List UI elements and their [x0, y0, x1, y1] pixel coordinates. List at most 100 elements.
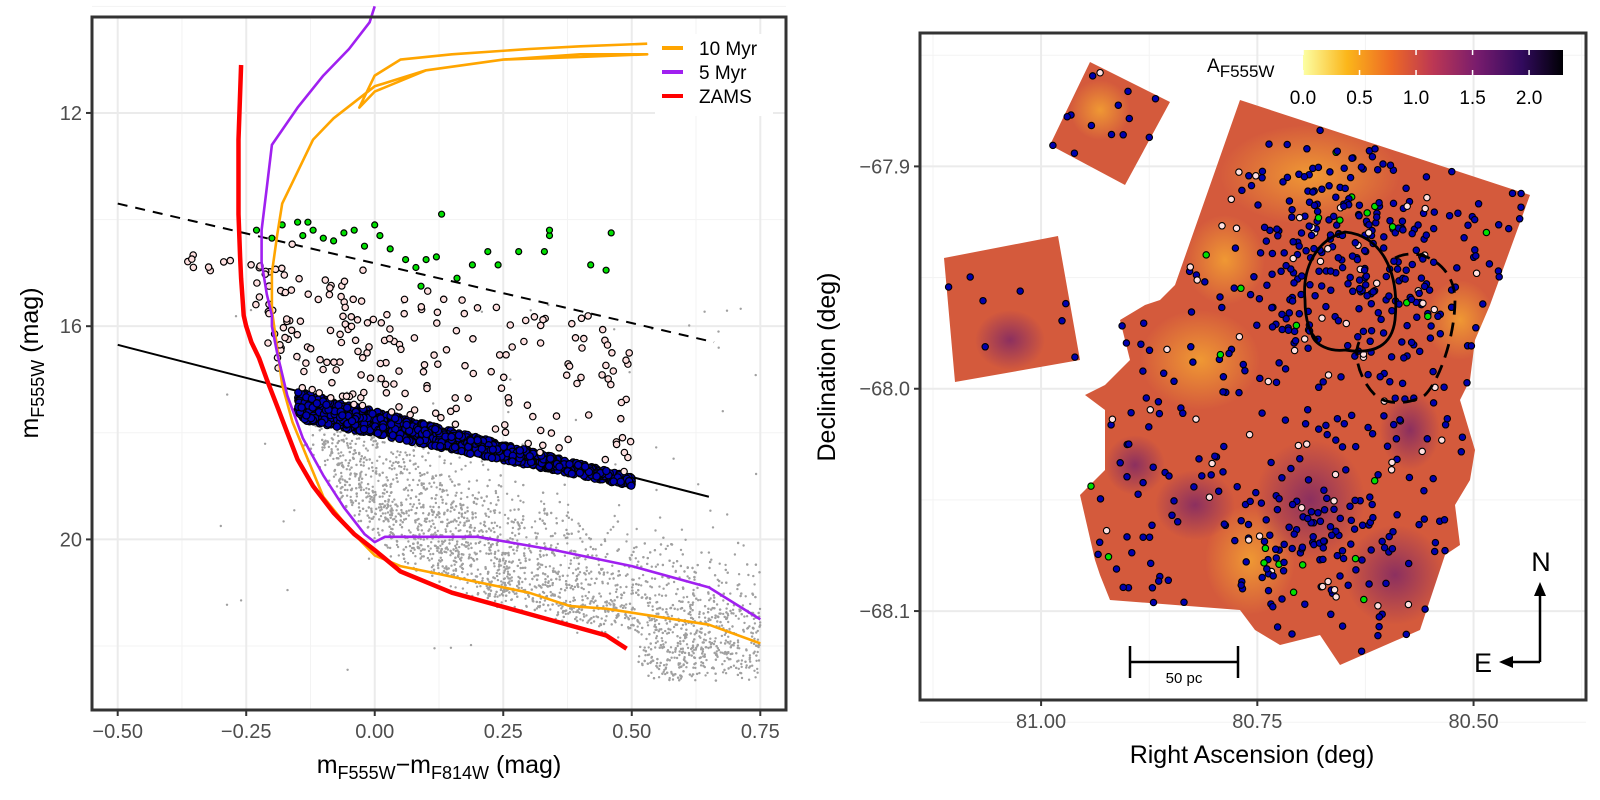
field-star — [713, 640, 716, 643]
field-star — [740, 659, 744, 662]
field-star — [707, 631, 710, 634]
field-star — [465, 520, 468, 523]
field-star — [587, 583, 590, 586]
map-star — [1386, 377, 1394, 386]
field-star — [683, 609, 686, 612]
field-star — [443, 567, 446, 570]
field-star — [689, 610, 692, 614]
field-star — [664, 547, 668, 551]
field-star — [460, 491, 463, 495]
field-star — [417, 528, 420, 532]
field-star — [394, 503, 397, 506]
cmd-frame — [90, 15, 788, 712]
field-star — [719, 641, 723, 644]
field-star — [594, 599, 597, 602]
map-star — [1220, 442, 1228, 451]
field-star — [403, 488, 406, 491]
selected-star — [382, 388, 391, 397]
field-star — [355, 487, 358, 490]
field-star — [504, 559, 507, 563]
field-star — [373, 500, 376, 504]
field-star — [581, 598, 584, 602]
field-star — [392, 461, 395, 465]
field-star — [688, 324, 691, 327]
field-star — [489, 589, 493, 592]
field-star — [634, 557, 637, 560]
field-star — [420, 524, 423, 527]
field-star — [536, 532, 539, 535]
field-star — [411, 551, 415, 555]
field-star — [682, 670, 685, 673]
field-star — [662, 670, 665, 673]
field-star — [675, 560, 679, 563]
selected-star — [302, 411, 311, 420]
field-star — [367, 488, 371, 491]
field-star — [432, 568, 436, 571]
field-star — [324, 463, 327, 467]
field-star — [495, 524, 499, 528]
selected-star — [347, 322, 356, 331]
map-star — [1242, 558, 1250, 566]
field-star — [599, 623, 603, 627]
field-star — [343, 479, 346, 482]
field-star — [417, 498, 421, 502]
field-star — [506, 522, 509, 525]
field-star — [451, 538, 454, 541]
field-star — [612, 602, 615, 606]
field-star — [508, 583, 512, 586]
field-star — [332, 475, 336, 478]
field-star — [381, 484, 385, 487]
field-star — [496, 536, 499, 539]
field-star — [432, 505, 435, 509]
field-star — [533, 585, 536, 588]
selected-star — [451, 394, 460, 402]
field-star — [357, 437, 361, 440]
field-star — [432, 552, 435, 556]
field-star — [729, 646, 732, 649]
field-star — [520, 586, 523, 590]
selected-star — [473, 303, 482, 312]
field-star — [714, 679, 718, 682]
map-star — [1415, 347, 1424, 356]
field-star — [348, 477, 351, 481]
selected-star — [500, 421, 509, 429]
field-star — [432, 510, 435, 513]
field-star — [595, 577, 598, 580]
field-star — [693, 570, 696, 574]
field-star — [446, 524, 449, 528]
field-star — [651, 659, 654, 662]
field-star — [457, 523, 460, 527]
field-star — [473, 551, 476, 554]
field-star — [517, 508, 520, 511]
field-star — [425, 517, 429, 520]
field-star — [400, 511, 404, 514]
field-star — [414, 519, 417, 522]
map-star — [1094, 550, 1102, 559]
field-star — [657, 612, 660, 615]
map-star — [1426, 334, 1435, 342]
field-star — [742, 544, 745, 547]
selected-star — [360, 242, 369, 250]
field-star — [385, 458, 388, 461]
field-star — [418, 533, 421, 536]
field-star — [504, 552, 507, 555]
legend-label: 10 Myr — [699, 39, 758, 60]
field-star — [407, 540, 410, 543]
field-star — [731, 608, 735, 611]
field-star — [483, 543, 486, 547]
field-star — [753, 583, 756, 586]
field-star — [749, 660, 752, 663]
selected-star — [410, 406, 419, 414]
field-star — [511, 498, 514, 501]
field-star — [465, 541, 468, 544]
selected-star — [337, 292, 345, 301]
field-star — [671, 651, 674, 654]
selected-star — [340, 277, 349, 286]
field-star — [434, 516, 437, 519]
field-star — [412, 463, 415, 466]
selected-star — [332, 422, 342, 431]
field-star — [432, 481, 436, 484]
map-star — [1471, 246, 1479, 254]
field-star — [391, 509, 394, 512]
field-star — [679, 642, 682, 646]
